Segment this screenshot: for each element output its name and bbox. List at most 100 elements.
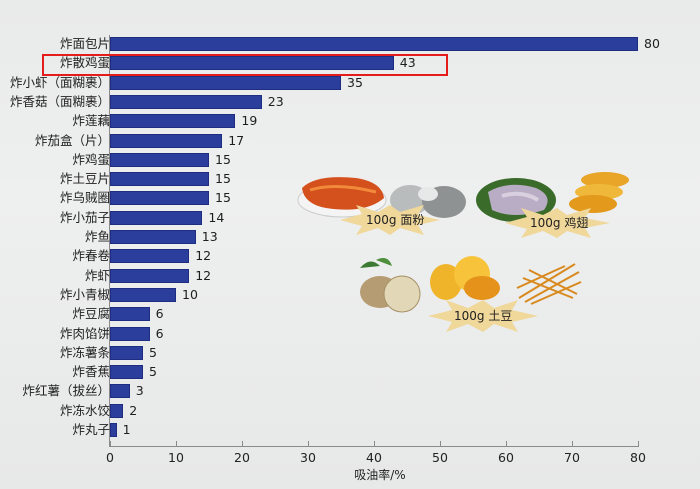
bar-label: 炸肉馅饼 (59, 325, 110, 341)
bar-value: 43 (399, 55, 416, 71)
bar-row: 炸红薯（拔丝） 3 (0, 383, 700, 399)
bar-value: 1 (122, 422, 131, 437)
bar (110, 287, 176, 302)
bar-row: 炸香菇（面糊裹） 23 (0, 94, 700, 110)
bar-label: 炸散鸡蛋 (59, 55, 110, 71)
bar-value: 2 (129, 402, 138, 418)
bar-row: 炸肉馅饼 6 (0, 326, 700, 342)
x-tick (176, 441, 177, 446)
bar-row: 炸面包片 80 (0, 36, 700, 52)
x-tick-label: 80 (630, 450, 646, 465)
bar-label: 炸小茄子 (59, 209, 110, 225)
bar-row: 炸冻薯条 5 (0, 345, 700, 361)
potato-chips-icon (430, 256, 500, 300)
label-chicken: 100g 鸡翅 (530, 216, 589, 230)
bar-value: 35 (347, 74, 363, 90)
bar (110, 210, 203, 225)
highlight-box (42, 54, 448, 76)
bar-value: 3 (135, 383, 144, 399)
x-tick (110, 441, 111, 446)
x-tick-label: 60 (498, 450, 514, 465)
potato-icon (360, 258, 421, 313)
bar-value: 6 (155, 306, 164, 322)
bar-row: 炸散鸡蛋 43 (0, 55, 700, 71)
bar (110, 191, 209, 206)
bar (110, 152, 209, 167)
bar-label: 炸丸子 (72, 422, 110, 437)
y-axis (109, 35, 110, 447)
label-flour: 100g 面粉 (366, 213, 425, 227)
bar-value: 5 (149, 344, 157, 360)
bar-row: 炸乌贼圈 15 (0, 190, 700, 206)
bar-row: 炸莲藕 19 (0, 113, 700, 129)
x-tick (572, 441, 573, 446)
bar (110, 249, 190, 264)
bar-row: 炸土豆片 15 (0, 171, 700, 187)
x-tick (506, 441, 507, 446)
bar-label: 炸冻水饺 (59, 402, 110, 418)
starburst-label-flour (340, 205, 440, 235)
bar-value: 12 (195, 267, 212, 283)
bar (110, 384, 130, 399)
x-tick (242, 441, 243, 446)
bar-row: 炸鱼 13 (0, 229, 700, 245)
bar (110, 423, 117, 437)
bar-row: 炸冻水饺 2 (0, 403, 700, 419)
x-tick (308, 441, 309, 446)
shredded-potato-icon (516, 263, 582, 305)
x-tick (440, 441, 441, 446)
bar-row: 炸小茄子 14 (0, 210, 700, 226)
x-tick-label: 30 (300, 450, 316, 465)
bar-row: 炸虾 12 (0, 268, 700, 284)
bar (110, 268, 190, 283)
bar-label: 炸豆腐 (72, 306, 110, 322)
bar (110, 114, 236, 129)
bar (110, 133, 223, 148)
bar-row: 炸小青椒 10 (0, 287, 700, 303)
bar-value: 13 (201, 229, 218, 244)
bar-row: 炸春卷 12 (0, 248, 700, 264)
bar (110, 94, 262, 109)
bar-row: 炸茄盒（片） 17 (0, 133, 700, 149)
bar-label: 炸面包片 (59, 36, 110, 51)
x-tick (374, 441, 375, 446)
x-axis-title: 吸油率/% (354, 468, 406, 482)
bar (110, 37, 638, 51)
bar-label: 炸红薯（拔丝） (22, 383, 110, 399)
x-axis (109, 446, 639, 447)
x-tick-label: 40 (366, 450, 382, 465)
bar-row: 炸香蕉 5 (0, 364, 700, 380)
bar-label: 炸小青椒 (59, 286, 110, 302)
x-tick-label: 10 (168, 450, 184, 465)
bar-row: 炸丸子 1 (0, 422, 700, 438)
bar (110, 172, 209, 187)
bar (110, 365, 143, 380)
bar-label: 炸香菇（面糊裹） (9, 93, 110, 109)
bar (110, 326, 150, 341)
bar (110, 56, 394, 71)
x-tick-label: 20 (234, 450, 250, 465)
bar-row: 炸豆腐 6 (0, 306, 700, 322)
label-potato: 100g 土豆 (454, 309, 513, 323)
bar (110, 75, 341, 90)
bar-label: 炸乌贼圈 (59, 190, 110, 206)
bar-label: 炸小虾（面糊裹） (9, 74, 110, 90)
bar-value: 14 (208, 209, 225, 225)
bar-label: 炸鱼 (84, 229, 110, 244)
starburst-label-chicken (505, 208, 610, 238)
bar (110, 230, 196, 244)
bar-value: 80 (644, 36, 660, 51)
bar-value: 12 (195, 248, 212, 264)
bar (110, 307, 150, 322)
bar-label: 炸土豆片 (59, 171, 110, 187)
bar-label: 炸莲藕 (72, 113, 110, 129)
fried-chicken-icon (569, 172, 629, 213)
x-tick (638, 441, 639, 446)
x-tick-label: 70 (564, 450, 580, 465)
bar-row: 炸小虾（面糊裹） 35 (0, 75, 700, 91)
bar-label: 炸虾 (84, 267, 110, 283)
bar-value: 6 (155, 325, 164, 341)
bar-label: 炸香蕉 (72, 364, 110, 380)
bar-value: 15 (215, 151, 231, 167)
